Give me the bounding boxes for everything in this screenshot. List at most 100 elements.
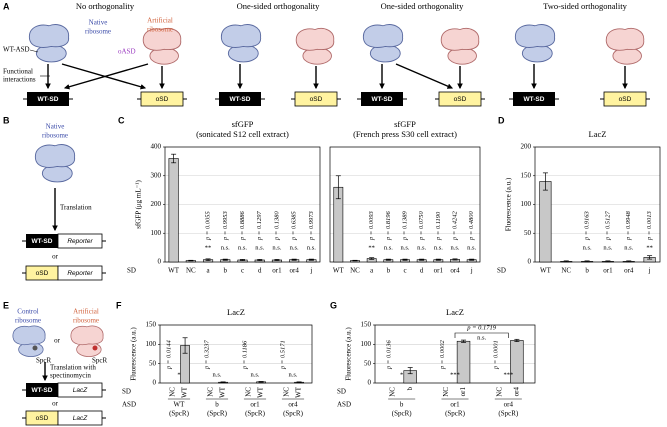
chart-title: sfGFP xyxy=(232,119,254,129)
x-tick-label: or1 xyxy=(459,387,467,397)
p-value: p = 0.4800 xyxy=(468,210,475,241)
x-tick-label: j xyxy=(309,267,312,275)
x-tick-label: or4 xyxy=(512,387,520,397)
y-tick-label: 100 xyxy=(151,229,162,237)
wt-sd-box: WT-SD xyxy=(32,387,53,394)
native-label: Native xyxy=(46,123,65,131)
group-label: (SpcR) xyxy=(207,410,228,418)
comparison-bracket xyxy=(454,332,509,338)
y-tick-label: 200 xyxy=(151,200,162,208)
wt-sd-box: WT-SD xyxy=(38,96,59,103)
p-value: p = 0.5171 xyxy=(279,340,286,370)
wt-sd-box: WT-SD xyxy=(524,96,545,103)
x-tick-label: c xyxy=(403,267,406,275)
reporter-box: LacZ xyxy=(73,415,88,422)
p-value: p = 0.8886 xyxy=(239,210,246,241)
x-tick-label: b xyxy=(406,387,414,391)
artificial-label: Artificial xyxy=(73,308,99,316)
x-tick-label: j xyxy=(470,267,473,275)
panel-label: A xyxy=(3,1,10,11)
y-tick-label: 50 xyxy=(364,359,372,367)
significance: *** xyxy=(450,371,460,378)
x-tick-label: WT xyxy=(219,386,227,398)
reporter-box: Reporter xyxy=(67,270,93,277)
x-tick-label: or1 xyxy=(272,267,282,275)
group-label: b xyxy=(215,401,219,409)
panel-b: B Native ribosome Translation WT-SD Repo… xyxy=(3,115,106,281)
significance: *** xyxy=(503,371,513,378)
group-axis-label: ASD xyxy=(122,401,136,409)
x-tick-label: b xyxy=(585,267,589,275)
wt-asd-label: WT-ASD xyxy=(3,46,30,54)
significance: n.s. xyxy=(290,244,299,251)
p-value: p = 0.1380 xyxy=(273,210,280,241)
p-value: p = 0.0144 xyxy=(165,339,172,370)
p-value: p = 0.0136 xyxy=(386,339,393,370)
p-value: p = 0.0093 xyxy=(368,210,375,241)
wt-sd-box: WT-SD xyxy=(32,238,53,245)
y-axis-label: sfGFP (μg mL⁻¹) xyxy=(135,180,143,229)
significance: ** xyxy=(646,244,653,251)
panel-title: One-sided orthogonality xyxy=(381,1,465,11)
p-value: p = 0.0001 xyxy=(492,340,499,370)
p-value: p = 0.1186 xyxy=(241,340,248,370)
x-tick-label: c xyxy=(241,267,244,275)
reporter-box: Reporter xyxy=(67,238,93,245)
artificial-label: ribosome xyxy=(147,26,173,34)
step-label: spectinomycin xyxy=(50,372,91,380)
y-axis-label: Fluorescence (a.u.) xyxy=(130,327,138,381)
native-ribosome xyxy=(28,24,70,63)
y-tick-label: 50 xyxy=(524,229,532,237)
significance: n.s. xyxy=(434,244,443,251)
x-tick-label: WT xyxy=(168,267,180,275)
x-tick-label: NC xyxy=(561,267,571,275)
y-tick-label: 300 xyxy=(151,171,162,179)
x-axis-label: SD xyxy=(497,267,506,275)
marker-label: SpcR xyxy=(36,357,52,365)
x-tick-label: a xyxy=(370,267,374,275)
native-label: Native xyxy=(89,19,108,27)
p-value: p = 0.8196 xyxy=(385,210,392,241)
significance: n.s. xyxy=(624,244,633,251)
significance: n.s. xyxy=(603,244,612,251)
interactions-label: interactions xyxy=(3,76,36,84)
chart-title: LacZ xyxy=(589,129,607,139)
y-tick-label: 0 xyxy=(368,379,372,387)
panel-label: D xyxy=(498,115,505,125)
y-tick-label: 400 xyxy=(151,143,162,151)
y-tick-label: 100 xyxy=(146,340,157,348)
marker-label: SpcR xyxy=(92,357,108,365)
significance: n.s. xyxy=(400,244,409,251)
significance: ** xyxy=(205,244,212,251)
artificial-ribosome xyxy=(142,27,182,65)
step-label: Translation xyxy=(60,204,92,212)
x-tick-label: d xyxy=(420,267,424,275)
p-value: p = 0.5127 xyxy=(604,210,611,241)
significance: n.s. xyxy=(384,244,393,251)
x-tick-label: or4 xyxy=(450,267,460,275)
y-tick-label: 50 xyxy=(149,359,157,367)
p-value: p = 0.1297 xyxy=(256,210,263,241)
oasd-label: oASD xyxy=(118,48,136,56)
p-value: p = 0.9953 xyxy=(222,210,229,241)
native-label: ribosome xyxy=(85,28,111,36)
group-label: (SpcR) xyxy=(445,410,466,418)
x-axis-label: SD xyxy=(122,388,131,396)
panel-title: One-sided orthogonality xyxy=(237,1,321,11)
group-label: or1 xyxy=(250,401,260,409)
p-value: p = 0.4242 xyxy=(451,210,458,241)
p-value: p = 0.6385 xyxy=(291,210,298,241)
x-tick-label: WT xyxy=(333,267,345,275)
y-tick-label: 150 xyxy=(361,321,372,329)
p-value: p = 0.9948 xyxy=(625,210,632,241)
p-value: p = 0.0750 xyxy=(418,210,425,241)
panel-a: A No orthogonality One-sided orthogonali… xyxy=(3,1,651,107)
y-axis-label: Fluorescence (a.u.) xyxy=(505,177,513,231)
reporter-box: LacZ xyxy=(73,387,88,394)
significance: n.s. xyxy=(255,244,264,251)
artificial-label: ribosome xyxy=(73,317,99,325)
x-tick-label: WT xyxy=(257,386,265,398)
bar xyxy=(539,181,552,263)
y-tick-label: 0 xyxy=(153,379,157,387)
